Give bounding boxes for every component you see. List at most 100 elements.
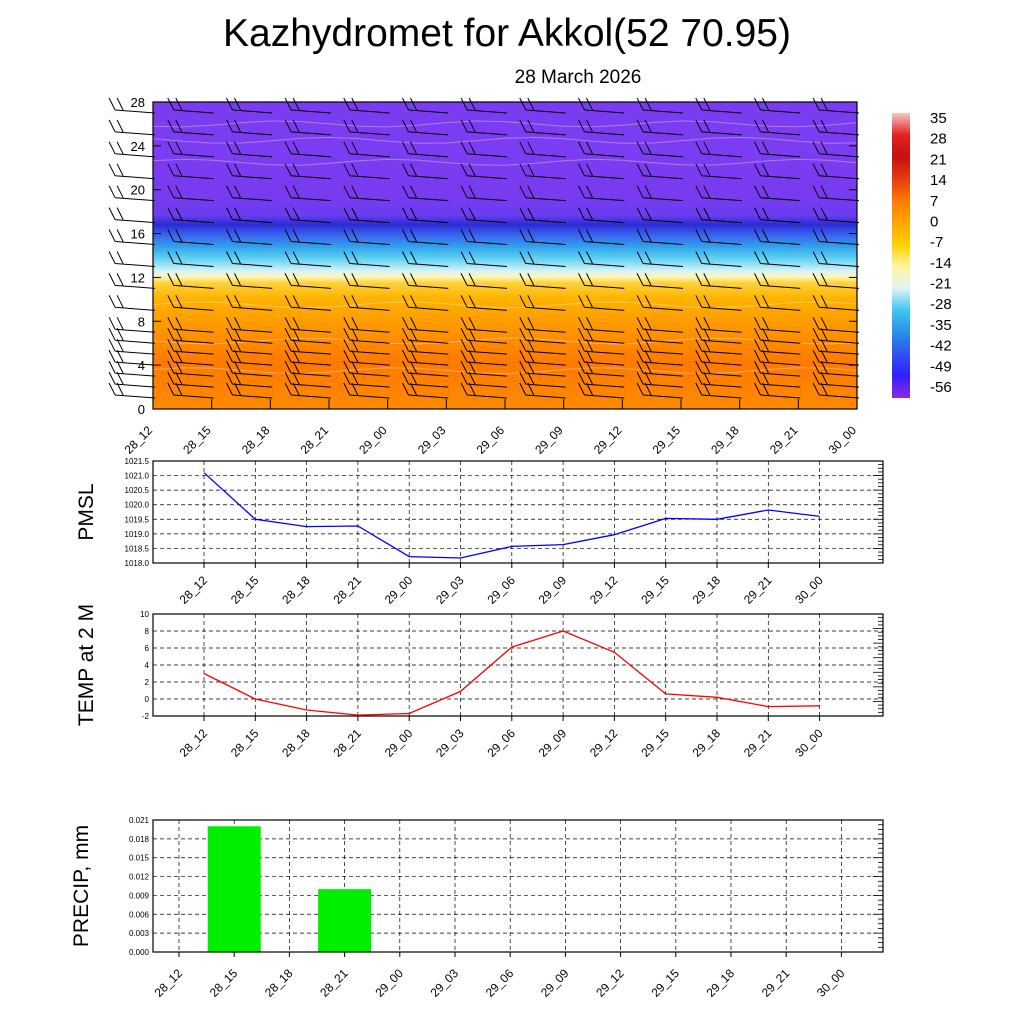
wind-barb — [167, 141, 214, 158]
x-tick-label: 28_21 — [298, 423, 332, 457]
y-tick-label: 8 — [138, 314, 145, 329]
x-tick-label: 29_12 — [593, 966, 627, 1000]
wind-barb — [402, 371, 449, 388]
wind-barb — [226, 229, 273, 246]
wind-barb — [284, 229, 332, 246]
plot-frame — [152, 613, 884, 717]
y-tick-label: 1020.0 — [125, 501, 150, 510]
wind-barb — [812, 273, 860, 289]
colorbar-label: -56 — [930, 379, 952, 396]
wind-barb — [284, 207, 332, 224]
colorbar-label: -35 — [930, 317, 952, 334]
wind-barb — [226, 371, 273, 388]
page-date: 28 March 2026 — [514, 67, 642, 88]
wind-barb — [695, 371, 742, 388]
colorbar — [892, 113, 910, 398]
wind-barb — [812, 382, 860, 399]
wind-barb — [578, 295, 625, 311]
wind-barb — [402, 141, 449, 158]
isotherm-contour — [152, 158, 858, 166]
wind-barb — [754, 97, 801, 114]
wind-barb — [636, 371, 684, 388]
wind-barb — [284, 295, 332, 311]
wind-barb — [460, 360, 508, 377]
y-tick-label: 1021.5 — [125, 457, 150, 466]
y-tick-label: 0.012 — [129, 873, 150, 882]
y-tick-label: 0.015 — [129, 854, 150, 863]
wind-barb — [108, 371, 156, 388]
wind-barb — [284, 273, 332, 289]
wind-barb — [402, 97, 449, 114]
x-tick-label: 29_00 — [382, 726, 416, 760]
wind-barb — [226, 97, 273, 114]
wind-barb — [519, 349, 566, 366]
wind-barb — [578, 141, 625, 158]
wind-barb — [695, 360, 742, 377]
x-tick-label: 30_00 — [826, 423, 860, 457]
wind-barb — [754, 251, 801, 267]
wind-barb — [519, 97, 566, 114]
wind-barb — [226, 349, 273, 366]
x-tick-label: 29_15 — [638, 573, 672, 607]
x-tick-label: 28_12 — [122, 423, 156, 457]
wind-barb — [167, 317, 214, 333]
wind-barb — [812, 317, 860, 333]
wind-barb — [695, 119, 742, 136]
wind-barb — [812, 185, 860, 202]
isotherm-contour — [152, 367, 858, 375]
y-tick-label: 4 — [145, 661, 150, 670]
wind-barb — [108, 327, 156, 344]
wind-barb — [578, 360, 625, 377]
x-tick-label: 29_15 — [650, 423, 684, 457]
wind-barb — [226, 119, 273, 136]
wind-barb — [167, 349, 214, 366]
wind-barb — [754, 371, 801, 388]
wind-barb — [343, 273, 390, 289]
x-tick-label: 29_18 — [704, 966, 738, 1000]
wind-barb — [402, 295, 449, 311]
colorbar-label: 28 — [930, 131, 947, 148]
x-tick-label: 29_06 — [484, 573, 518, 607]
wind-barb — [578, 207, 625, 224]
wind-barb — [343, 185, 390, 202]
wind-barb — [402, 229, 449, 246]
precip-ylabel: PRECIP, mm — [70, 825, 93, 947]
wind-barb — [754, 273, 801, 289]
wind-barb — [402, 360, 449, 377]
wind-barb — [343, 327, 390, 344]
colorbar-label: -42 — [930, 338, 952, 355]
wind-barb — [284, 382, 332, 399]
wind-barb — [402, 207, 449, 224]
wind-barb — [108, 382, 156, 399]
x-tick-label: 29_12 — [587, 726, 621, 760]
wind-barb — [226, 338, 273, 355]
x-tick-label: 29_21 — [767, 423, 801, 457]
wind-barb — [460, 327, 508, 344]
wind-barb — [343, 163, 390, 180]
wind-barb — [695, 295, 742, 311]
plot-frame — [152, 819, 884, 953]
wind-barb — [226, 185, 273, 202]
wind-barb — [754, 317, 801, 333]
wind-barb — [226, 141, 273, 158]
y-tick-label: 2 — [145, 678, 150, 687]
y-tick-label: 10 — [140, 610, 149, 619]
wind-barb — [343, 119, 390, 136]
wind-barb — [284, 163, 332, 180]
colorbar-label: -28 — [930, 296, 952, 313]
wind-barb — [167, 295, 214, 311]
colorbar-label: -49 — [930, 358, 952, 375]
wind-barb — [812, 338, 860, 355]
wind-barb — [226, 317, 273, 333]
wind-barb — [167, 360, 214, 377]
wind-barb — [578, 349, 625, 366]
wind-barb — [578, 229, 625, 246]
wind-barb — [812, 229, 860, 246]
x-tick-label: 29_18 — [690, 726, 724, 760]
x-tick-label: 29_12 — [591, 423, 625, 457]
wind-barb — [343, 207, 390, 224]
wind-barb — [108, 295, 156, 311]
y-tick-label: -2 — [142, 712, 150, 721]
wind-barb — [519, 338, 566, 355]
